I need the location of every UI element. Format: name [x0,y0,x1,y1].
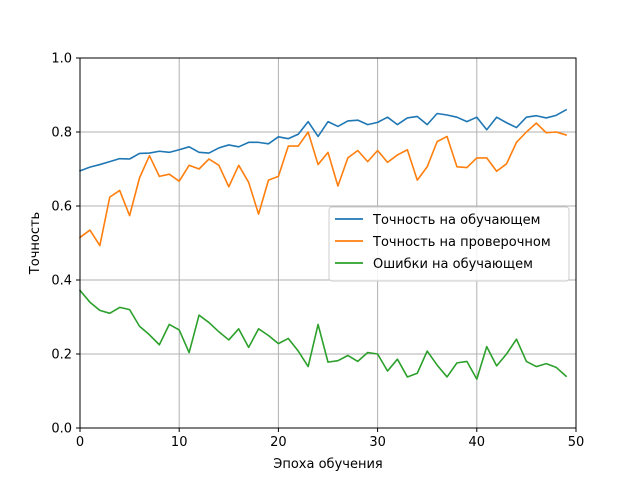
y-tick-label: 0.8 [51,126,72,141]
legend-label-3: Ошибки на обучающем [373,257,533,272]
series-line-2 [78,122,568,247]
x-tick-label: 0 [76,435,84,450]
x-tick-label: 40 [469,435,486,450]
axis-ticks: 0 10 20 30 40 50 0.0 0.2 0.4 0.6 0.8 1.0 [51,52,584,451]
y-tick-label: 1.0 [51,52,72,67]
y-axis-label: Точность [28,212,43,275]
x-tick-label: 50 [568,435,585,450]
y-tick-label: 0.2 [51,348,72,363]
x-tick-label: 10 [171,435,188,450]
x-axis-label: Эпоха обучения [273,457,382,472]
series-line-3 [78,289,568,380]
series-layer [78,108,568,380]
grid [79,57,577,429]
x-tick-label: 20 [270,435,287,450]
legend: Точность на обучающем Точность на проверо… [328,206,570,282]
legend-label-1: Точность на обучающем [372,213,540,228]
y-tick-label: 0.6 [51,200,72,215]
y-tick-label: 0.0 [51,422,72,437]
legend-box [328,206,570,282]
series-line-1 [78,108,568,172]
y-tick-label: 0.4 [51,274,72,289]
x-tick-label: 30 [369,435,386,450]
plot-frame [79,57,577,429]
legend-label-2: Точность на проверочном [372,235,551,250]
